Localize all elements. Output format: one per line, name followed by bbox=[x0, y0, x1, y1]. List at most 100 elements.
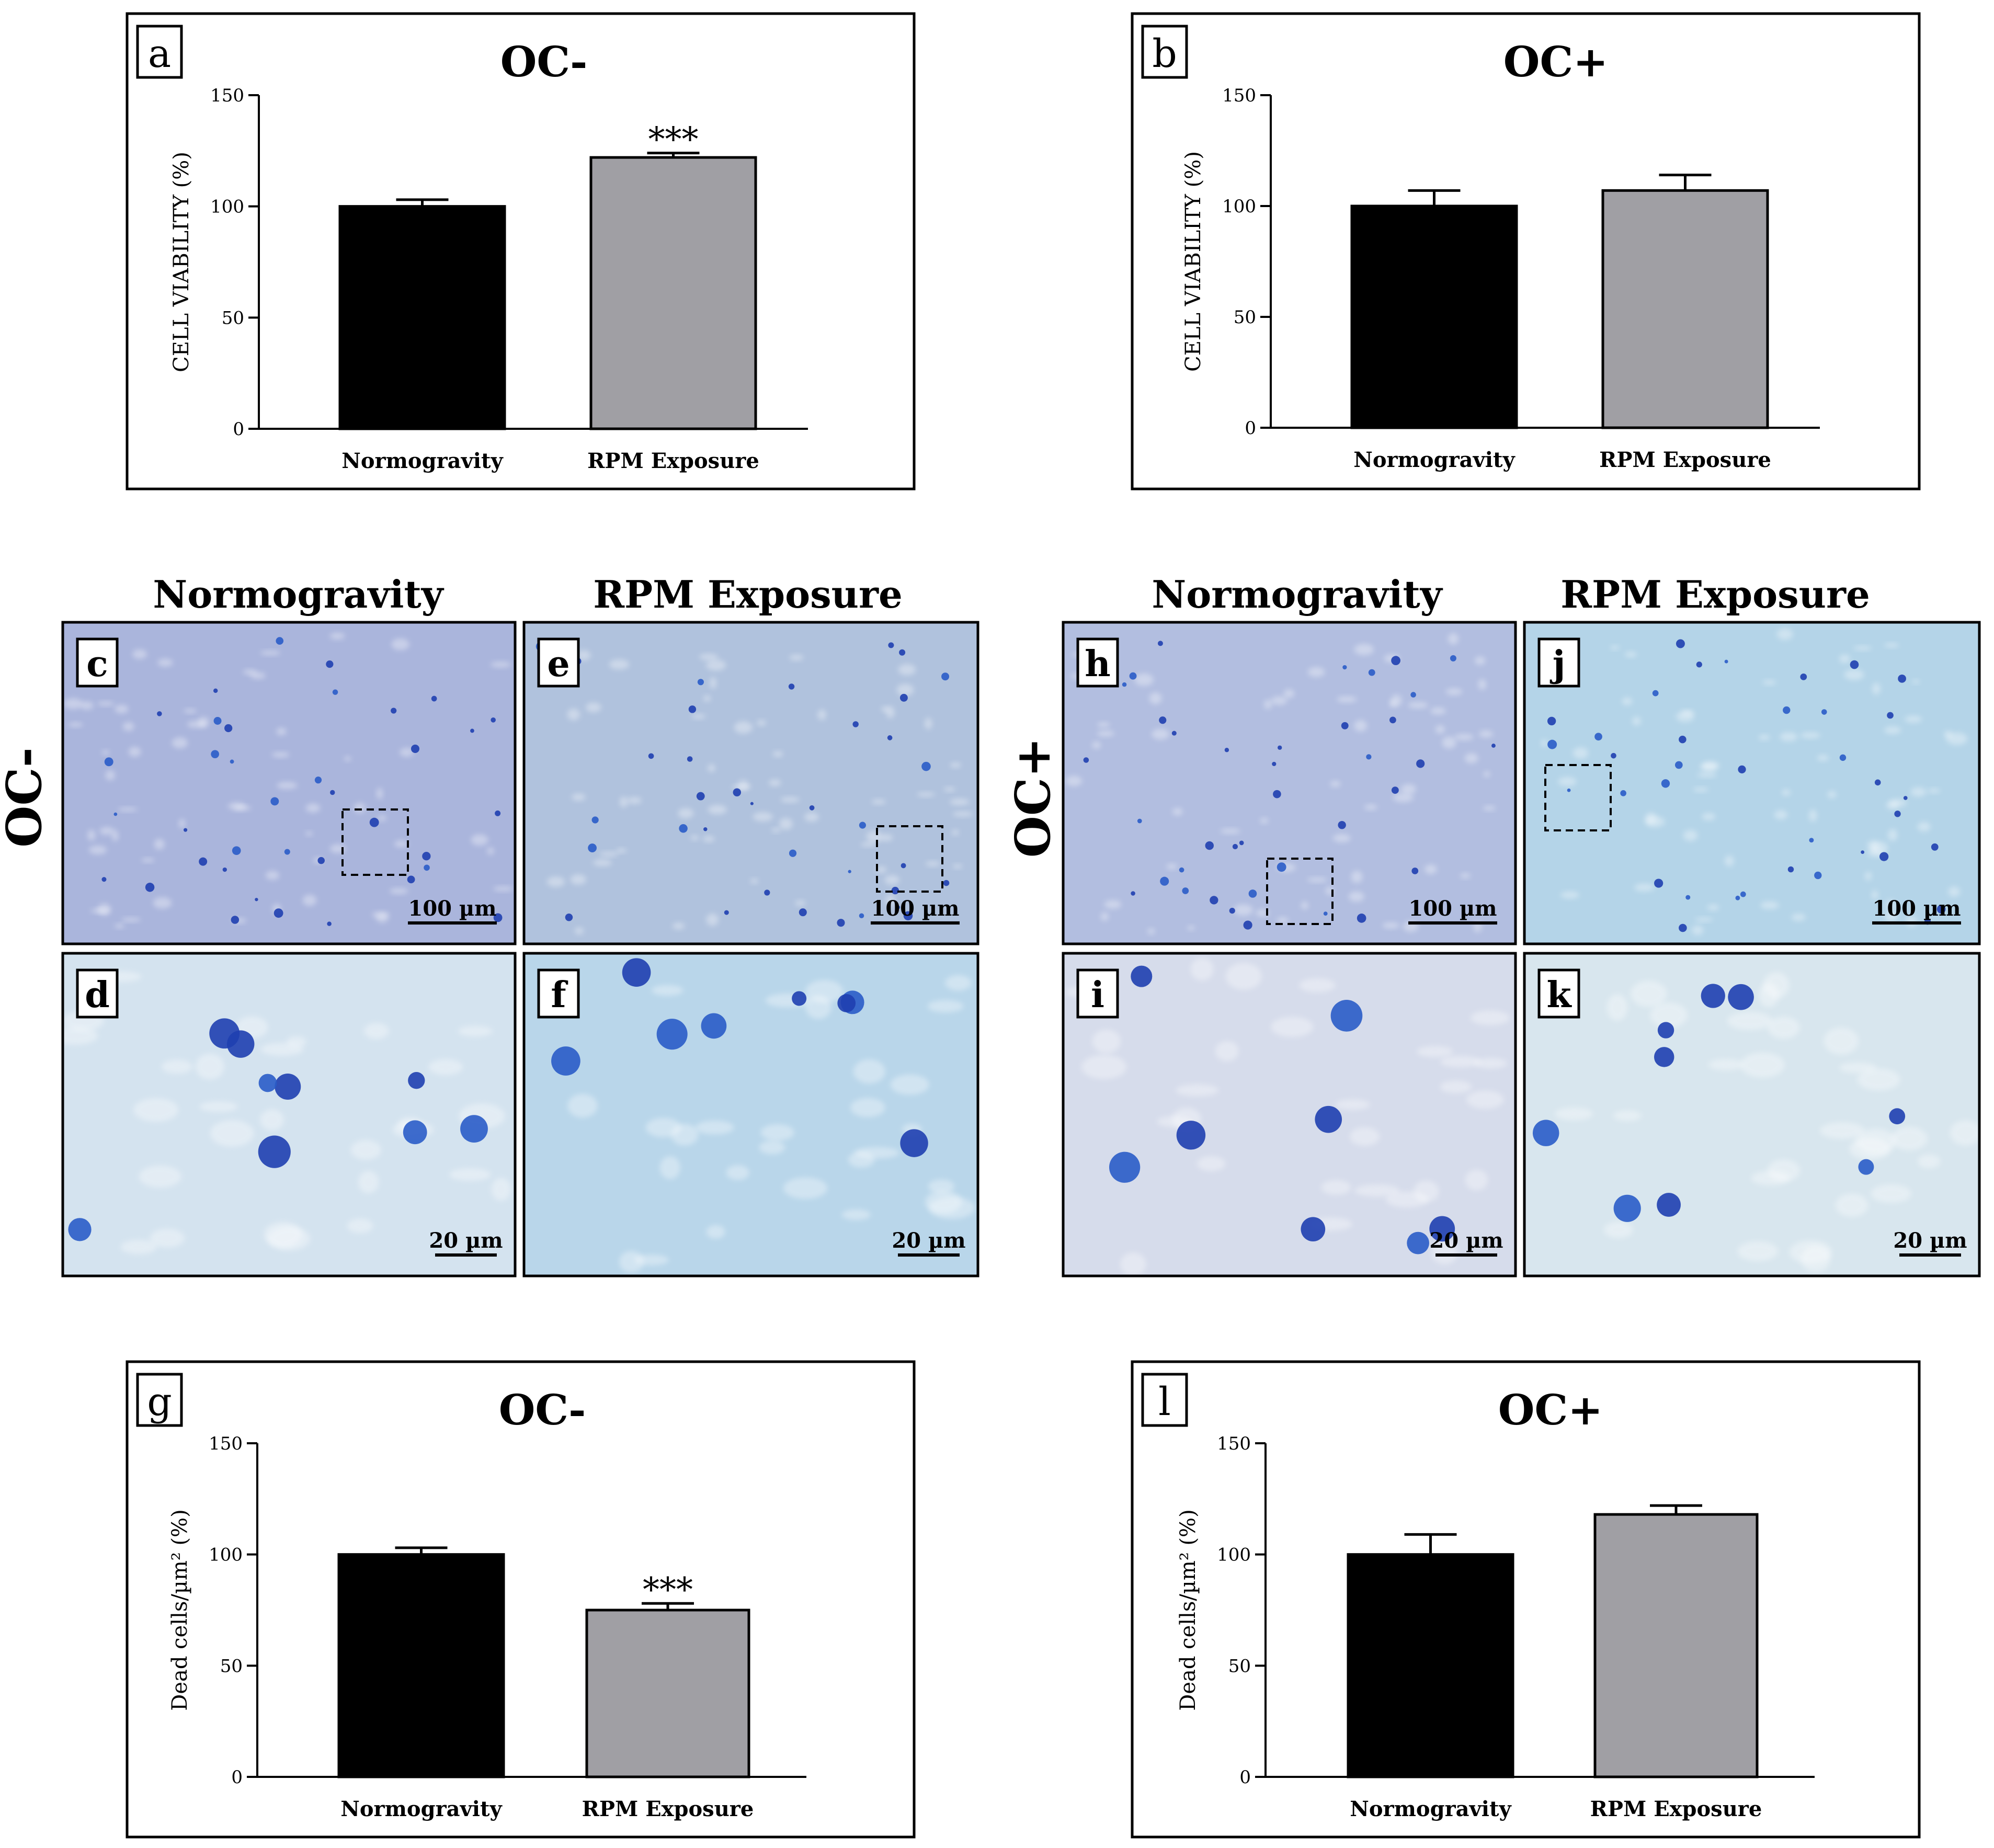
cell-texture bbox=[1702, 813, 1716, 820]
micrograph-frame bbox=[1523, 952, 1981, 1277]
cell-texture bbox=[817, 709, 826, 721]
cell-texture bbox=[1853, 646, 1872, 651]
cell-texture bbox=[952, 864, 963, 869]
cell-texture bbox=[1791, 914, 1806, 921]
cell-texture bbox=[1872, 682, 1881, 695]
cell-texture bbox=[1737, 1241, 1779, 1261]
cell-texture bbox=[389, 888, 408, 894]
cell-texture bbox=[574, 927, 584, 934]
cell-texture bbox=[1560, 891, 1580, 899]
y-tick-label: 50 bbox=[1234, 307, 1256, 328]
stained-cell bbox=[837, 919, 845, 927]
cell-texture bbox=[756, 720, 767, 726]
cell-texture bbox=[1483, 771, 1490, 778]
stained-cell bbox=[1547, 739, 1557, 749]
cell-texture bbox=[154, 838, 165, 850]
stained-cell bbox=[901, 863, 906, 869]
chart-title: OC+ bbox=[1498, 1385, 1603, 1434]
stained-cell bbox=[1278, 745, 1282, 750]
cell-texture bbox=[277, 782, 298, 790]
stained-cell bbox=[1679, 923, 1687, 932]
y-axis-label: CELL VIABILITY (%) bbox=[169, 152, 193, 372]
cell-texture bbox=[804, 812, 819, 822]
micrograph-frame bbox=[1523, 621, 1981, 945]
cell-texture bbox=[750, 879, 759, 884]
stained-cell bbox=[1301, 1217, 1326, 1241]
cell-texture bbox=[949, 798, 970, 805]
cell-texture bbox=[1389, 701, 1396, 707]
cell-texture bbox=[271, 751, 290, 758]
cell-texture bbox=[1758, 735, 1770, 740]
cell-texture bbox=[619, 796, 628, 808]
cell-texture bbox=[1264, 699, 1272, 710]
y-tick-label: 100 bbox=[1222, 196, 1256, 217]
cell-texture bbox=[609, 659, 630, 670]
cell-texture bbox=[950, 762, 961, 768]
cell-texture bbox=[1325, 886, 1334, 895]
stained-cell bbox=[1182, 887, 1189, 894]
x-category-label: RPM Exposure bbox=[582, 1797, 754, 1821]
stained-cell bbox=[1357, 914, 1366, 923]
cell-texture bbox=[1215, 1041, 1239, 1062]
cell-texture bbox=[260, 650, 281, 656]
y-tick-label: 0 bbox=[233, 419, 244, 440]
cell-texture bbox=[1912, 679, 1920, 684]
cell-texture bbox=[199, 1101, 238, 1112]
stained-cell bbox=[1898, 674, 1906, 683]
cell-texture bbox=[645, 1117, 681, 1137]
cell-texture bbox=[1354, 644, 1374, 655]
cell-texture bbox=[378, 815, 386, 822]
stained-cell bbox=[411, 744, 420, 753]
chart-title: OC- bbox=[499, 1385, 586, 1434]
panel-letter: l bbox=[1158, 1379, 1171, 1424]
cell-texture bbox=[1147, 928, 1155, 934]
stained-cell bbox=[941, 672, 950, 681]
cell-texture bbox=[586, 702, 601, 713]
stained-cell bbox=[888, 642, 894, 648]
stained-cell bbox=[101, 877, 107, 882]
cell-texture bbox=[1430, 708, 1446, 715]
row-label: OC- bbox=[0, 747, 52, 848]
cell-texture bbox=[1820, 1122, 1865, 1139]
cell-texture bbox=[1884, 726, 1901, 734]
stained-cell bbox=[1657, 1193, 1681, 1217]
panel-letter: e bbox=[547, 643, 569, 685]
cell-texture bbox=[133, 1098, 179, 1122]
cell-texture bbox=[1780, 732, 1798, 742]
cell-texture bbox=[881, 706, 890, 712]
panel-letter-box bbox=[76, 968, 119, 1019]
stained-cell bbox=[258, 1135, 291, 1168]
stained-cell bbox=[1701, 984, 1725, 1008]
cell-texture bbox=[1683, 829, 1698, 841]
cell-texture bbox=[1857, 1068, 1900, 1091]
cell-texture bbox=[141, 858, 155, 863]
scale-bar-label: 100 µm bbox=[1872, 896, 1961, 921]
panel-letter: h bbox=[1085, 643, 1110, 685]
stained-cell bbox=[1491, 744, 1496, 748]
cell-texture bbox=[458, 1025, 493, 1037]
cell-texture bbox=[1464, 753, 1478, 763]
panel-letter-box bbox=[136, 1373, 183, 1427]
y-tick-label: 100 bbox=[1217, 1545, 1251, 1566]
cell-texture bbox=[1301, 901, 1308, 910]
y-axis-label: CELL VIABILITY (%) bbox=[1181, 151, 1205, 372]
cell-texture bbox=[690, 835, 699, 840]
stained-cell bbox=[113, 812, 118, 816]
cell-texture bbox=[760, 1124, 794, 1141]
chart-frame bbox=[1131, 12, 1921, 490]
cell-texture bbox=[1440, 1080, 1472, 1093]
stained-cell bbox=[1861, 850, 1865, 854]
cell-texture bbox=[710, 677, 716, 689]
cell-texture bbox=[1277, 917, 1289, 924]
cell-texture bbox=[706, 1225, 725, 1239]
stained-cell bbox=[391, 708, 397, 714]
scale-bar-label: 100 µm bbox=[1408, 896, 1497, 921]
stained-cell bbox=[1652, 690, 1659, 697]
cell-texture bbox=[302, 894, 317, 906]
stained-cell bbox=[724, 910, 729, 915]
stained-cell bbox=[145, 883, 155, 892]
stained-cell bbox=[1159, 716, 1167, 724]
cell-texture bbox=[376, 788, 383, 800]
cell-texture bbox=[118, 807, 138, 812]
stained-cell bbox=[1674, 761, 1683, 769]
